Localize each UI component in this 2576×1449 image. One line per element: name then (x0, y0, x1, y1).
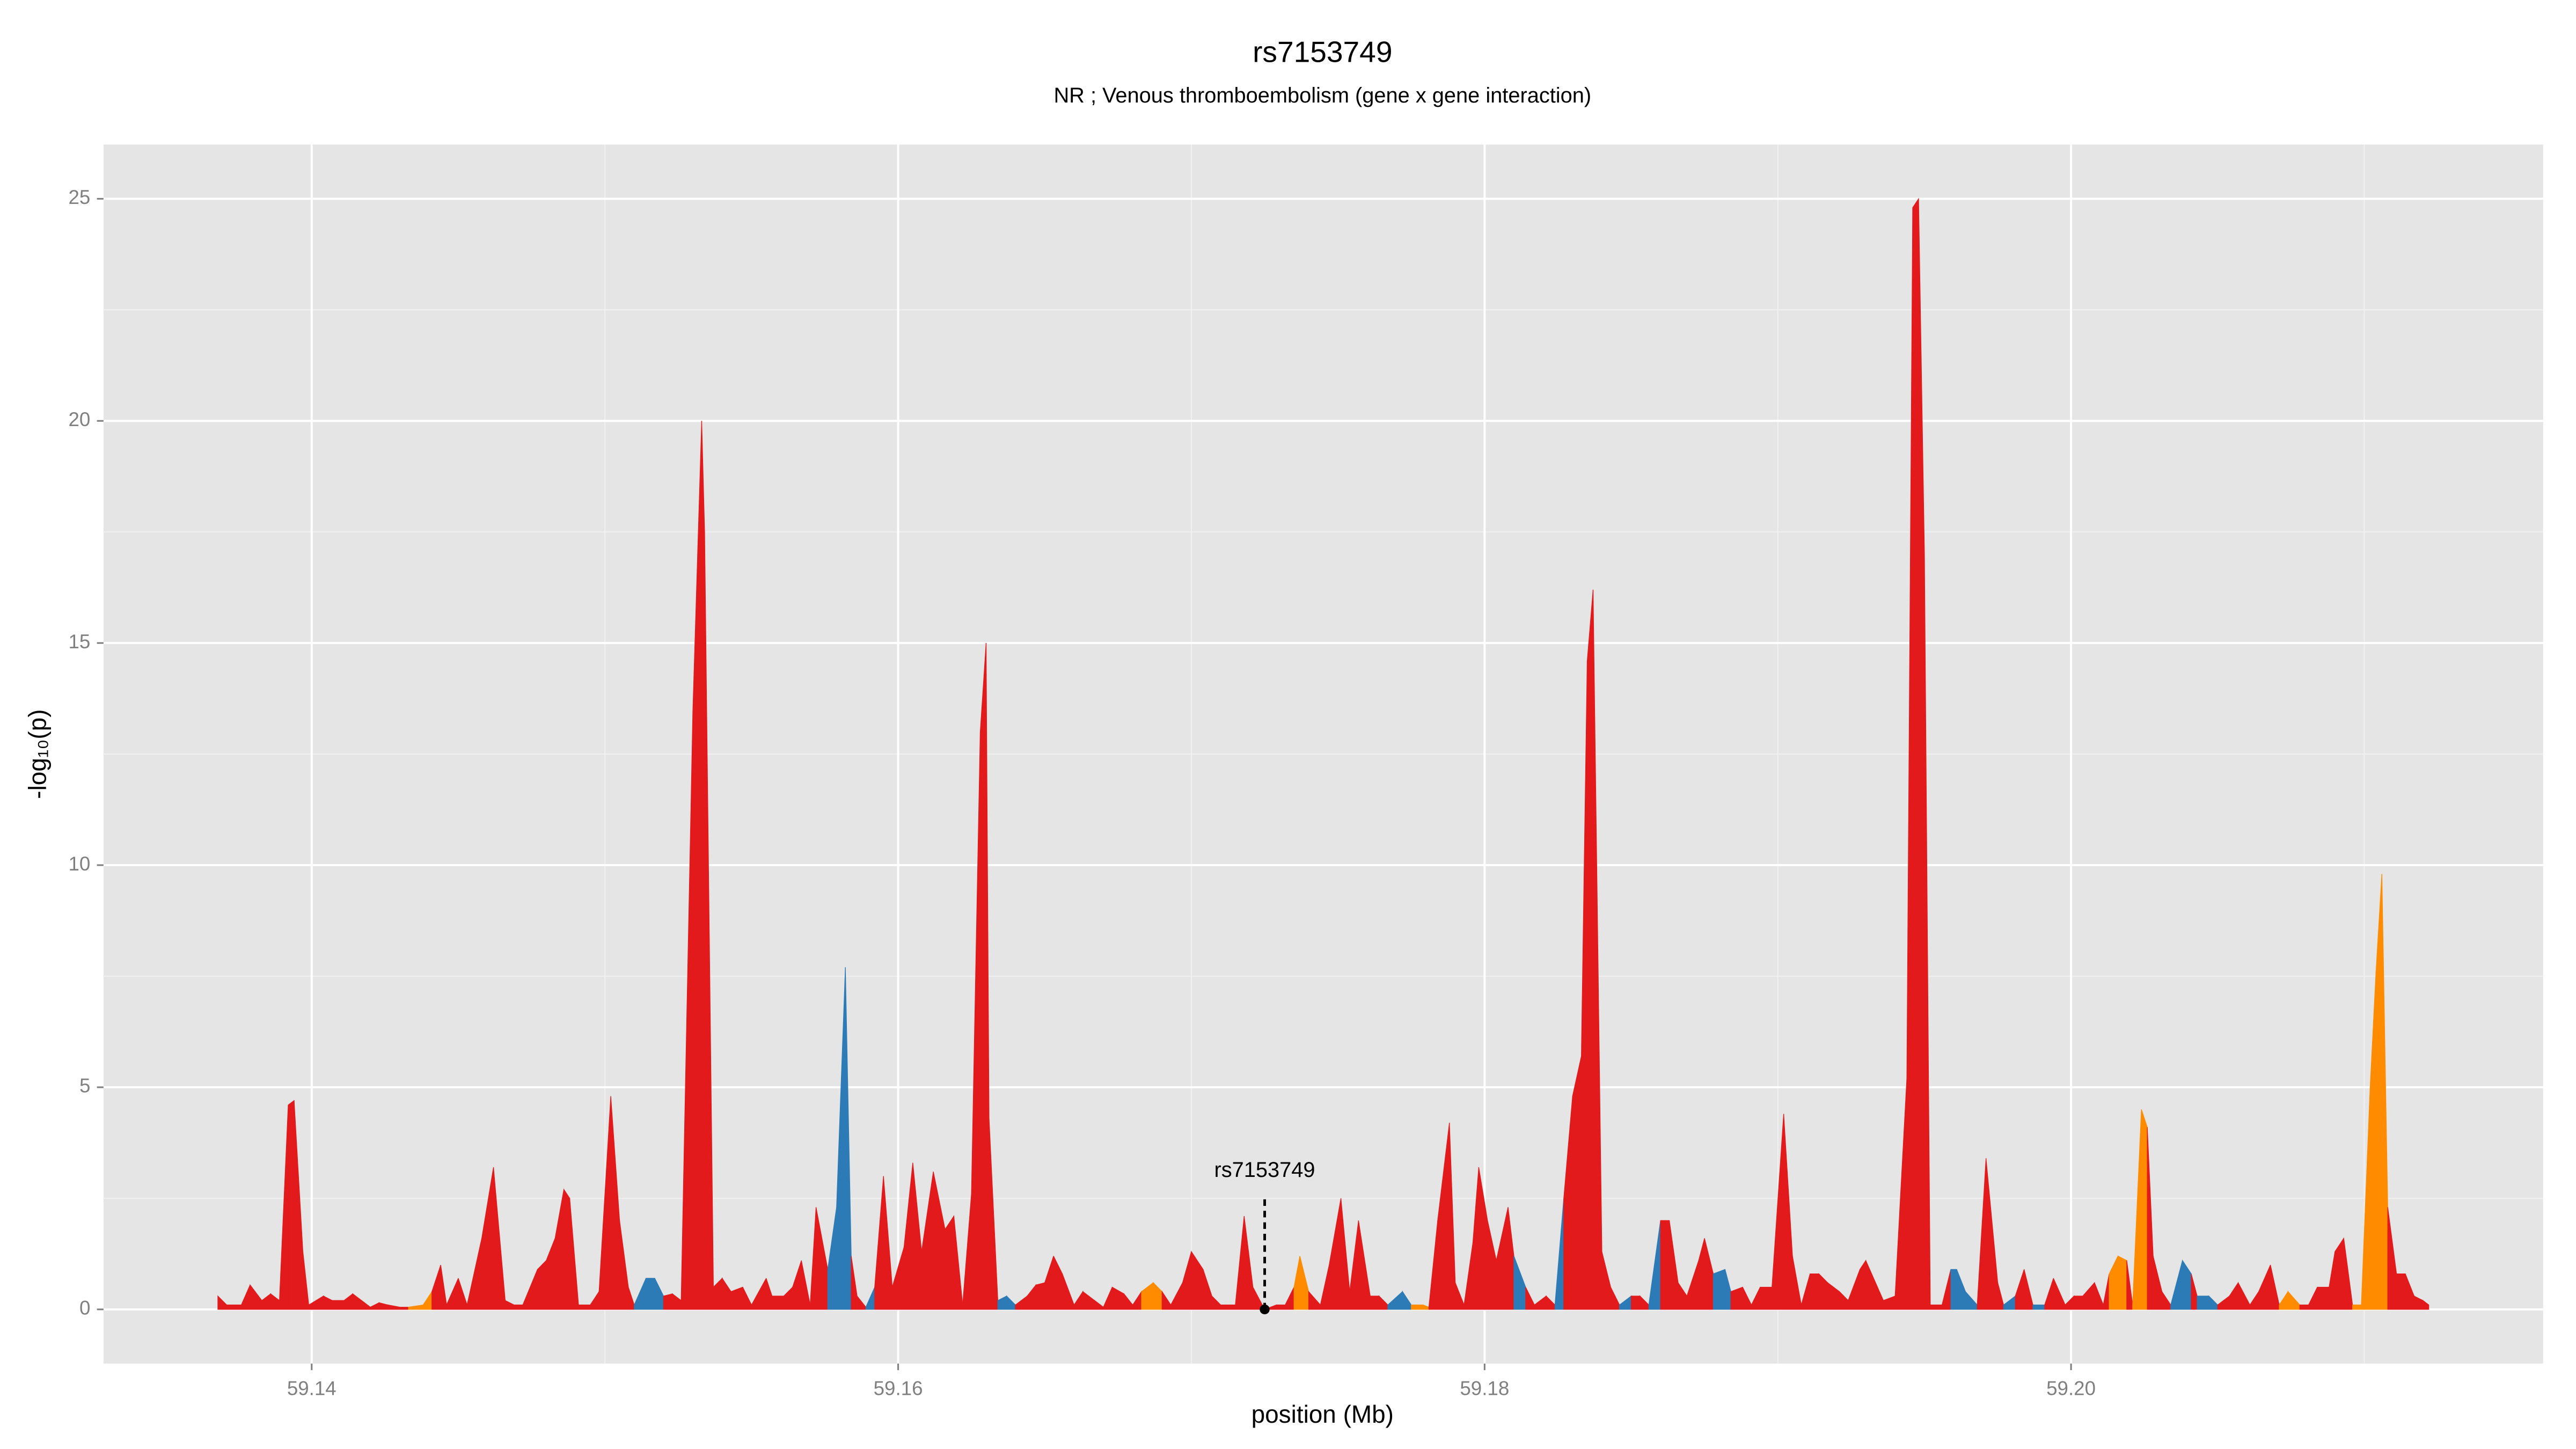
annotation-layer: rs7153749 (1214, 1158, 1315, 1315)
chart-title: rs7153749 (1253, 35, 1392, 69)
area-segment (1930, 1304, 1943, 1310)
area-segment (1950, 1269, 1957, 1310)
area-segment (945, 1214, 954, 1310)
area-segment (2299, 1304, 2309, 1310)
y-tick-label: 15 (69, 631, 91, 653)
area-segment (1810, 1273, 1819, 1310)
area-segment (1586, 589, 1594, 1310)
area-segment (1253, 1287, 1265, 1310)
area-segment (1220, 1304, 1236, 1310)
area-segment (1572, 1056, 1582, 1310)
area-segment (1912, 197, 1919, 1310)
y-tick-label: 20 (69, 408, 91, 430)
area-segment (399, 1307, 409, 1310)
area-segment (288, 1100, 295, 1310)
area-segment (646, 1278, 655, 1310)
area-segment (226, 1304, 242, 1310)
area-segment (1370, 1296, 1380, 1310)
y-tick-label: 10 (69, 853, 91, 875)
x-tick-label: 59.20 (2046, 1377, 2096, 1399)
area-segment (2073, 1296, 2083, 1310)
area-segment (332, 1300, 345, 1310)
area-segment (564, 1188, 570, 1310)
area-segment (979, 643, 987, 1310)
area-segment (2141, 1109, 2148, 1310)
annotation-label: rs7153749 (1214, 1158, 1315, 1182)
annotation-point (1260, 1304, 1270, 1315)
area-segment (2032, 1304, 2045, 1310)
area-segment (1860, 1259, 1867, 1310)
area-segment (2352, 1304, 2362, 1310)
area-segment (1760, 1286, 1773, 1310)
x-tick-label: 59.16 (874, 1377, 923, 1399)
y-tick-label: 0 (79, 1297, 90, 1319)
area-segment (514, 1304, 523, 1310)
x-axis-label: position (Mb) (1252, 1400, 1394, 1428)
area-segment (1630, 1296, 1641, 1310)
area-segment (537, 1260, 547, 1310)
chart-subtitle: NR ; Venous thromboembolism (gene x gene… (1053, 84, 1591, 107)
area-segment (2396, 1273, 2406, 1310)
area-segment (772, 1296, 785, 1310)
area-segment (2423, 1300, 2429, 1310)
area-segment (2117, 1255, 2127, 1310)
area-segment (578, 1304, 591, 1310)
area-segment (1035, 1282, 1045, 1310)
area-segment (2197, 1296, 2209, 1310)
area-segments (217, 197, 2429, 1310)
y-tick-label: 5 (79, 1075, 90, 1097)
axes: 59.14 59.16 59.18 59.20 0 5 10 15 20 25 (69, 186, 2096, 1399)
area-segment (2317, 1286, 2330, 1310)
x-tick-label: 59.18 (1460, 1377, 1509, 1399)
area-segment (490, 1167, 494, 1310)
area-segment (1660, 1220, 1670, 1310)
area-segment (1713, 1269, 1725, 1310)
y-axis-label: -log₁₀(p) (24, 709, 52, 799)
area-segment (1276, 1304, 1286, 1310)
area-segment (663, 1293, 673, 1310)
x-tick-label: 59.14 (287, 1377, 336, 1399)
y-tick-label: 25 (69, 186, 91, 208)
area-segment (701, 421, 705, 1310)
area-segment (1411, 1304, 1424, 1310)
